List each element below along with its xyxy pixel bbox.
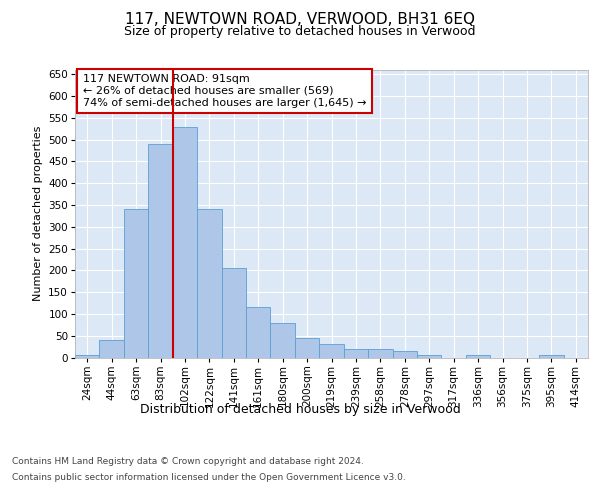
Bar: [344, 349, 368, 358]
Bar: [246, 308, 271, 358]
Bar: [295, 338, 319, 357]
Bar: [392, 351, 417, 358]
Bar: [75, 356, 100, 358]
Text: Distribution of detached houses by size in Verwood: Distribution of detached houses by size …: [140, 402, 460, 415]
Text: Contains HM Land Registry data © Crown copyright and database right 2024.: Contains HM Land Registry data © Crown c…: [12, 458, 364, 466]
Bar: [124, 210, 148, 358]
Text: Size of property relative to detached houses in Verwood: Size of property relative to detached ho…: [124, 25, 476, 38]
Bar: [271, 322, 295, 358]
Bar: [100, 340, 124, 357]
Bar: [221, 268, 246, 358]
Y-axis label: Number of detached properties: Number of detached properties: [33, 126, 43, 302]
Bar: [368, 349, 392, 358]
Bar: [466, 356, 490, 358]
Bar: [319, 344, 344, 358]
Text: Contains public sector information licensed under the Open Government Licence v3: Contains public sector information licen…: [12, 472, 406, 482]
Text: 117 NEWTOWN ROAD: 91sqm
← 26% of detached houses are smaller (569)
74% of semi-d: 117 NEWTOWN ROAD: 91sqm ← 26% of detache…: [83, 74, 366, 108]
Bar: [148, 144, 173, 358]
Text: 117, NEWTOWN ROAD, VERWOOD, BH31 6EQ: 117, NEWTOWN ROAD, VERWOOD, BH31 6EQ: [125, 12, 475, 28]
Bar: [417, 356, 442, 358]
Bar: [539, 356, 563, 358]
Bar: [173, 126, 197, 358]
Bar: [197, 210, 221, 358]
